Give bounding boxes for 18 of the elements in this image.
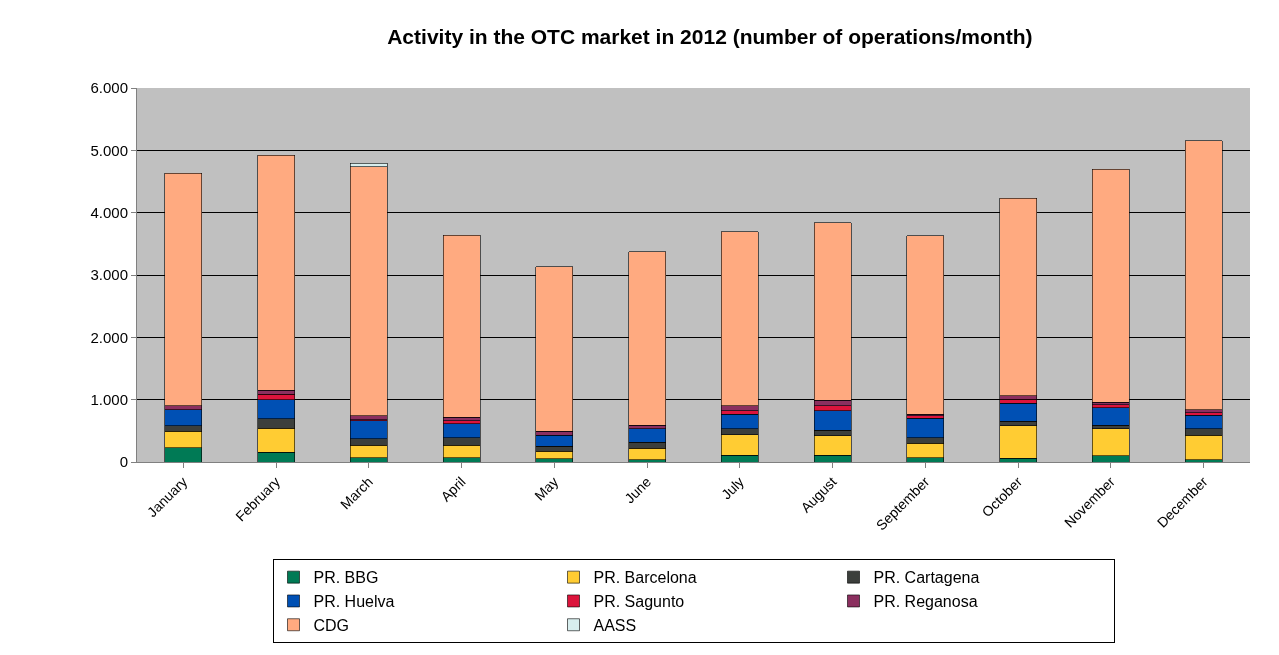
y-tick-label: 5.000 [90, 141, 128, 159]
legend-label: CDG [313, 616, 350, 634]
chart-title: Activity in the OTC market in 2012 (number of operations/month) [387, 25, 1033, 49]
legend-label: PR. Cartagena [873, 569, 980, 587]
y-tick-label: 2.000 [90, 328, 128, 346]
legend-label: PR. BBG [313, 569, 379, 587]
x-tick-label: July [718, 473, 747, 503]
legend-label: AASS [593, 616, 637, 634]
legend-label: PR. Sagunto [593, 593, 685, 611]
y-tick-label: 0 [119, 453, 128, 471]
y-tick-label: 3.000 [90, 266, 128, 284]
legend-label: PR. Huelva [313, 593, 395, 611]
legend-label: PR. Reganosa [873, 593, 978, 611]
y-tick-label: 6.000 [90, 79, 128, 97]
x-tick-label: May [531, 473, 562, 504]
legend-label: PR. Barcelona [593, 569, 697, 587]
y-tick-label: 1.000 [90, 390, 128, 408]
y-tick-label: 4.000 [90, 203, 128, 221]
